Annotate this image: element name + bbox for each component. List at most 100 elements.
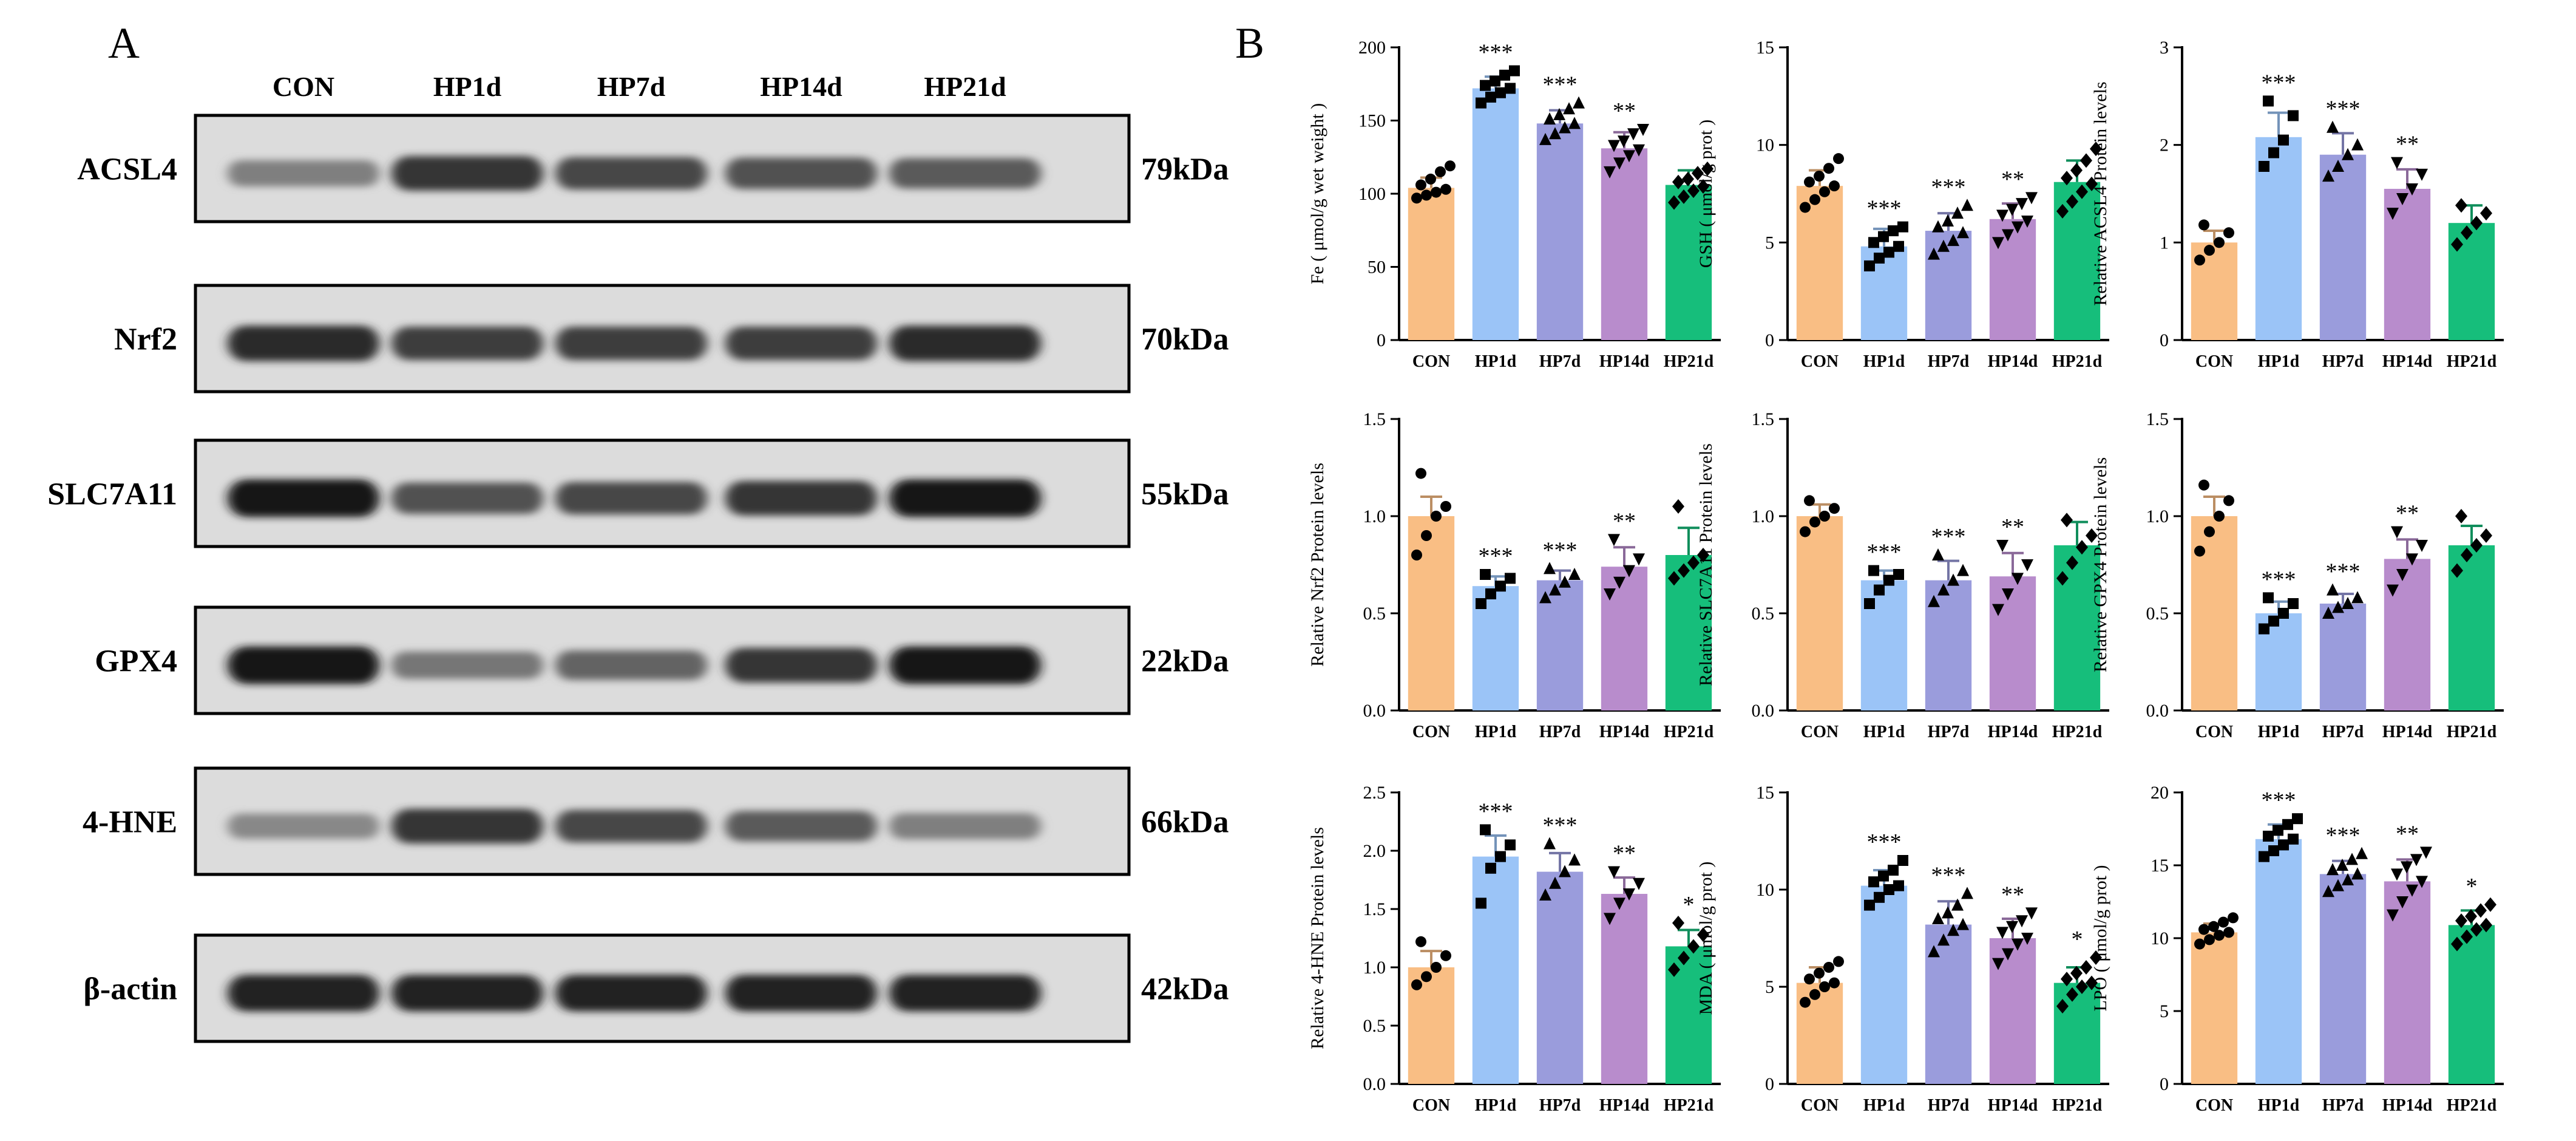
x-tick-label: CON bbox=[1801, 1096, 1839, 1115]
data-point bbox=[1563, 102, 1575, 115]
data-point bbox=[1687, 939, 1700, 954]
data-point bbox=[1928, 594, 1940, 607]
data-point bbox=[2214, 237, 2225, 248]
protein-label: β-actin bbox=[84, 972, 178, 1007]
blot-band bbox=[725, 326, 877, 361]
protein-label: SLC7A11 bbox=[47, 477, 177, 512]
bar bbox=[2255, 839, 2302, 1084]
data-point bbox=[1440, 183, 1451, 195]
data-point bbox=[1604, 166, 1616, 179]
y-tick-label: 1.0 bbox=[1752, 506, 1775, 526]
data-point bbox=[1440, 950, 1451, 961]
x-tick-label: CON bbox=[2195, 1096, 2233, 1115]
protein-label: 4-HNE bbox=[83, 805, 177, 840]
bar bbox=[1472, 856, 1519, 1084]
data-point bbox=[1947, 234, 1959, 247]
data-point bbox=[1495, 581, 1506, 592]
data-point bbox=[1421, 189, 1432, 201]
data-point bbox=[2066, 987, 2078, 1002]
data-point bbox=[1874, 891, 1885, 903]
data-point bbox=[1544, 837, 1556, 850]
data-point bbox=[1814, 171, 1825, 182]
x-tick-label: CON bbox=[2195, 723, 2233, 741]
data-point bbox=[1678, 189, 1690, 204]
y-tick-label: 10 bbox=[2151, 928, 2169, 949]
data-point bbox=[1687, 555, 1700, 570]
data-point bbox=[2061, 513, 2073, 528]
data-point bbox=[1961, 887, 1973, 899]
protein-label: Nrf2 bbox=[114, 322, 177, 357]
significance-marker: ** bbox=[2396, 132, 2419, 157]
significance-marker: ** bbox=[2396, 501, 2419, 526]
data-point bbox=[1623, 150, 1635, 163]
data-point bbox=[2278, 608, 2289, 619]
data-point bbox=[2090, 950, 2102, 965]
bar bbox=[1408, 188, 1455, 340]
data-point bbox=[1687, 183, 1700, 199]
data-point bbox=[2198, 219, 2209, 231]
data-point bbox=[2292, 813, 2303, 825]
bar-chart: LPO ( μmol/g prot )05101520CON***HP1d***… bbox=[2090, 783, 2504, 1115]
blot-band bbox=[725, 157, 877, 189]
y-tick-label: 1 bbox=[2160, 233, 2169, 253]
x-tick-label: HP7d bbox=[2322, 1096, 2364, 1115]
y-tick-label: 100 bbox=[1358, 184, 1386, 204]
data-point bbox=[2090, 141, 2102, 157]
x-tick-label: HP21d bbox=[2052, 723, 2103, 741]
data-point bbox=[1800, 526, 1811, 537]
x-tick-label: CON bbox=[1412, 723, 1450, 741]
significance-marker: *** bbox=[1867, 829, 1902, 855]
data-point bbox=[1932, 912, 1944, 924]
bar bbox=[2448, 925, 2495, 1084]
data-point bbox=[1559, 121, 1571, 134]
data-point bbox=[2322, 607, 2334, 619]
data-point bbox=[2351, 867, 2364, 880]
significance-marker: *** bbox=[1931, 174, 1966, 200]
data-point bbox=[2451, 237, 2463, 252]
data-point bbox=[1800, 996, 1811, 1008]
data-point bbox=[2268, 147, 2279, 158]
bar bbox=[2319, 874, 2367, 1084]
data-point bbox=[1819, 981, 1830, 992]
data-point bbox=[2327, 120, 2339, 133]
y-tick-label: 0.5 bbox=[1752, 604, 1775, 624]
bar-chart: MDA ( μmol/g prot )051015CON***HP1d***HP… bbox=[1696, 783, 2109, 1115]
significance-marker: *** bbox=[1867, 540, 1902, 565]
data-point bbox=[2470, 538, 2483, 553]
data-point bbox=[2061, 972, 2073, 987]
data-point bbox=[1961, 199, 1973, 211]
data-point bbox=[2228, 912, 2239, 924]
molecular-weight-label: 79kDa bbox=[1141, 152, 1229, 187]
x-tick-label: CON bbox=[1801, 723, 1839, 741]
y-tick-label: 0 bbox=[1765, 1074, 1774, 1094]
data-point bbox=[2342, 148, 2354, 160]
blot-band bbox=[391, 975, 543, 1012]
bar bbox=[1601, 894, 1648, 1084]
lane-label: HP1d bbox=[433, 71, 502, 102]
y-tick-label: 0.5 bbox=[1363, 604, 1386, 624]
data-point bbox=[1883, 247, 1894, 258]
data-point bbox=[2332, 160, 2344, 172]
y-tick-label: 1.5 bbox=[1752, 409, 1775, 429]
x-tick-label: HP14d bbox=[2382, 723, 2433, 741]
x-tick-label: HP14d bbox=[1599, 723, 1650, 741]
bar-chart: Relative SLC7A11 Protein levels 0.0 0.5 1.0… bbox=[1696, 409, 2109, 741]
data-point bbox=[2282, 819, 2293, 830]
data-point bbox=[1697, 548, 1709, 562]
data-point bbox=[2006, 203, 2018, 216]
data-point bbox=[1833, 956, 1844, 967]
data-point bbox=[1868, 565, 1879, 576]
data-point bbox=[2322, 885, 2334, 897]
blot-row: Nrf2 70kDa bbox=[114, 284, 1229, 393]
data-point bbox=[1897, 221, 1908, 233]
data-point bbox=[1539, 888, 1551, 901]
data-point bbox=[1829, 180, 1840, 192]
significance-marker: *** bbox=[1479, 543, 1513, 569]
bar bbox=[1536, 123, 1584, 340]
data-point bbox=[1480, 824, 1491, 836]
x-tick-label: HP1d bbox=[1475, 723, 1517, 741]
data-point bbox=[1559, 575, 1571, 588]
data-point bbox=[2461, 548, 2473, 562]
data-point bbox=[1425, 173, 1436, 185]
data-point bbox=[1864, 899, 1875, 911]
